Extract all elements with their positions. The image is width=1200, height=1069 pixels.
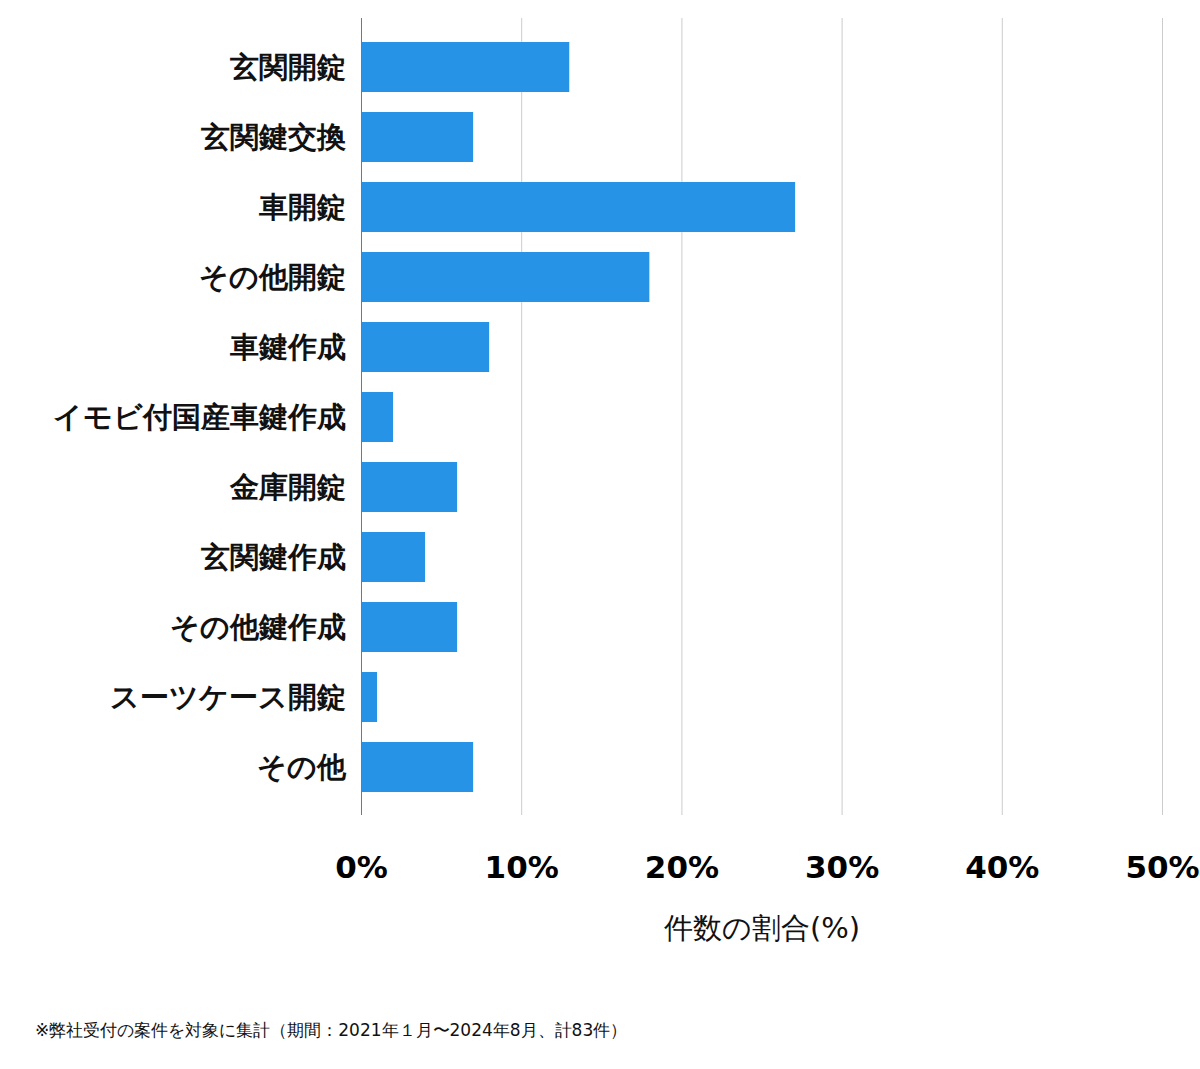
svg-text:金庫開錠: 金庫開錠: [229, 470, 346, 504]
svg-text:30%: 30%: [805, 849, 879, 885]
svg-text:イモビ付国産車鍵作成: イモビ付国産車鍵作成: [53, 400, 346, 434]
svg-text:玄関鍵作成: 玄関鍵作成: [200, 540, 346, 574]
svg-text:その他: その他: [257, 750, 347, 784]
svg-text:玄関開錠: 玄関開錠: [229, 50, 346, 84]
svg-text:その他開錠: その他開錠: [199, 260, 346, 294]
svg-text:車開錠: 車開錠: [258, 190, 346, 224]
svg-text:40%: 40%: [965, 849, 1039, 885]
svg-text:20%: 20%: [645, 849, 719, 885]
svg-text:0%: 0%: [335, 849, 388, 885]
svg-text:玄関鍵交換: 玄関鍵交換: [200, 120, 346, 154]
svg-text:車鍵作成: 車鍵作成: [229, 330, 346, 364]
svg-text:スーツケース開錠: スーツケース開錠: [110, 680, 346, 714]
svg-text:50%: 50%: [1125, 849, 1199, 885]
svg-text:10%: 10%: [485, 849, 559, 885]
svg-text:件数の割合(%): 件数の割合(%): [664, 911, 860, 945]
html-text:※弊社受付の案件を対象に集計（期間：2021年１月〜2024: ※弊社受付の案件を対象に集計（期間：2021年１月〜2024年8月、計83件）: [35, 1020, 628, 1040]
svg-text:その他鍵作成: その他鍵作成: [170, 610, 346, 644]
